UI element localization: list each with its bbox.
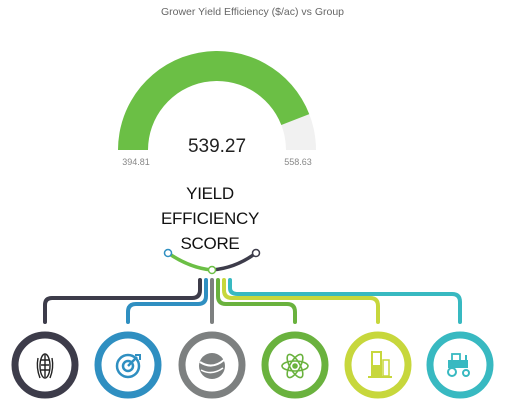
category-soil[interactable] [178, 331, 246, 399]
smile-connector [163, 248, 261, 275]
gauge-min-label: 394.81 [122, 157, 150, 167]
category-target[interactable] [94, 331, 162, 399]
atom-icon [281, 353, 309, 379]
target-icon [115, 353, 141, 379]
gauge-fill [118, 51, 310, 150]
tractor-icon [447, 353, 470, 377]
gauge-value: 539.27 [188, 136, 246, 157]
category-tractor[interactable] [426, 331, 494, 399]
score-label-line-1: YIELD [186, 184, 234, 203]
corn-icon [36, 353, 54, 379]
yield-efficiency-score-label: YIELD EFFICIENCY SCORE [130, 181, 290, 256]
chart-title: Grower Yield Efficiency ($/ac) vs Group [160, 6, 345, 18]
category-test-tube[interactable] [344, 331, 412, 399]
gauge-max-label: 558.63 [284, 157, 312, 167]
branch-connectors [43, 278, 462, 324]
category-atom[interactable] [261, 331, 329, 399]
score-label-line-2: EFFICIENCY [160, 209, 260, 228]
test-tube-icon [368, 351, 392, 378]
soil-icon [199, 353, 225, 379]
category-corn[interactable] [11, 331, 79, 399]
score-label-line-3: SCORE [180, 234, 240, 253]
